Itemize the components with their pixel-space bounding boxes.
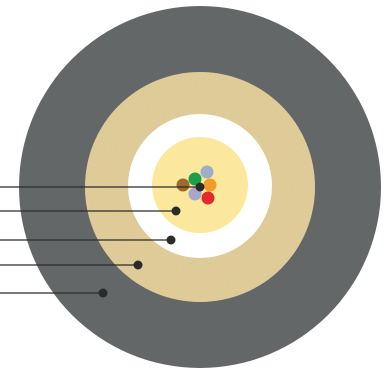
leader-dot [195, 182, 205, 192]
fiber [201, 191, 215, 205]
leader-dot [171, 206, 181, 216]
leader-dot [98, 288, 108, 298]
fiber [200, 165, 214, 179]
leader-dot [166, 235, 176, 245]
leader-dots [98, 182, 205, 298]
fiber [188, 172, 202, 186]
fiber [203, 178, 217, 192]
leader-dot [133, 260, 143, 270]
leader-lines [0, 186, 200, 294]
fiber [176, 178, 190, 192]
